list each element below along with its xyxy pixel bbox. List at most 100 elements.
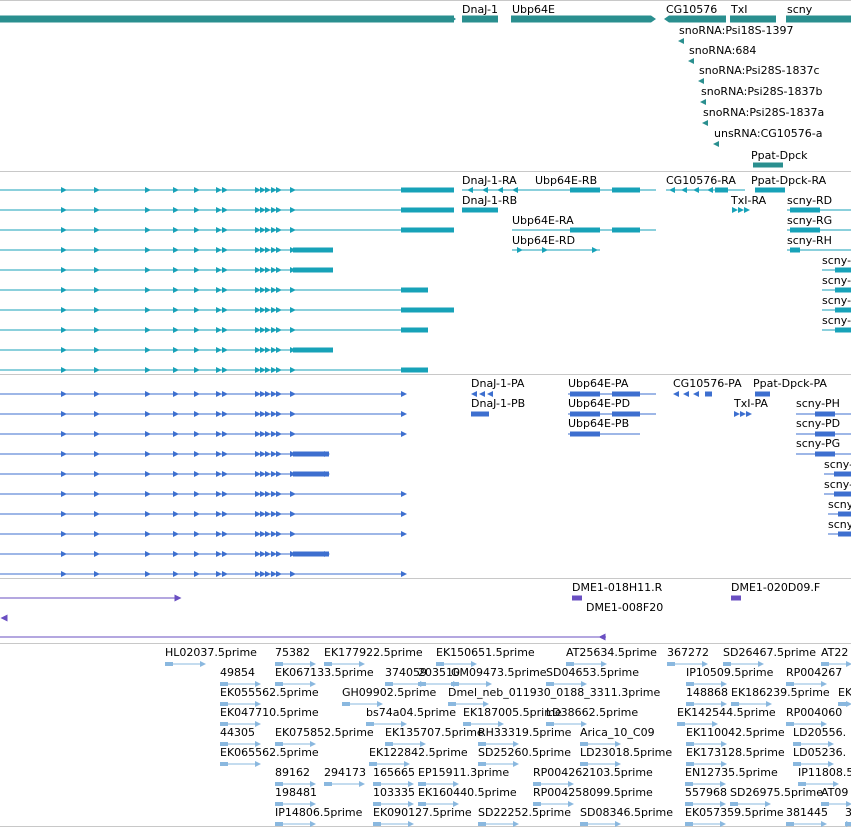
strand-arrow[interactable] [260, 307, 266, 313]
strand-arrow[interactable] [94, 551, 100, 557]
est-block[interactable] [373, 822, 381, 826]
strand-arrow[interactable] [260, 531, 266, 537]
feature-block[interactable] [570, 227, 600, 233]
strand-arrow[interactable] [821, 821, 827, 827]
strand-arrow[interactable] [271, 287, 277, 293]
est-block[interactable] [324, 782, 332, 786]
strand-arrow[interactable] [94, 207, 100, 213]
strand-arrow[interactable] [145, 247, 151, 253]
strand-arrow[interactable] [681, 187, 687, 193]
strand-arrow[interactable] [173, 471, 179, 477]
strand-arrow[interactable] [222, 227, 228, 233]
strand-arrow[interactable] [216, 187, 222, 193]
feature-block[interactable] [838, 531, 851, 537]
strand-arrow[interactable] [276, 347, 282, 353]
strand-arrow[interactable] [216, 367, 222, 373]
strand-arrow[interactable] [260, 227, 266, 233]
strand-arrow[interactable] [174, 594, 182, 602]
strand-arrow[interactable] [194, 511, 200, 517]
feature-block[interactable] [293, 471, 329, 477]
est-block[interactable] [730, 802, 738, 806]
est-block[interactable] [580, 822, 588, 826]
strand-arrow[interactable] [712, 721, 718, 727]
strand-arrow[interactable] [453, 781, 459, 787]
strand-arrow[interactable] [265, 367, 271, 373]
strand-arrow[interactable] [377, 701, 383, 707]
strand-arrow[interactable] [401, 411, 407, 417]
strand-arrow[interactable] [222, 451, 228, 457]
strand-arrow[interactable] [271, 571, 277, 577]
strand-arrow[interactable] [846, 801, 851, 807]
strand-arrow[interactable] [276, 551, 282, 557]
strand-arrow[interactable] [683, 391, 689, 397]
strand-arrow[interactable] [693, 187, 699, 193]
strand-arrow[interactable] [173, 571, 179, 577]
strand-arrow[interactable] [276, 511, 282, 517]
strand-arrow[interactable] [310, 661, 316, 667]
est-block[interactable] [731, 702, 739, 706]
strand-arrow[interactable] [271, 491, 277, 497]
feature-block[interactable] [715, 187, 728, 193]
strand-arrow[interactable] [271, 347, 277, 353]
strand-arrow[interactable] [738, 207, 744, 213]
strand-arrow[interactable] [94, 431, 100, 437]
est-block[interactable] [566, 662, 574, 666]
feature-block[interactable] [835, 287, 851, 293]
strand-arrow[interactable] [94, 451, 100, 457]
strand-arrow[interactable] [145, 471, 151, 477]
strand-arrow[interactable] [145, 511, 151, 517]
strand-arrow[interactable] [276, 287, 282, 293]
strand-arrow[interactable] [94, 227, 100, 233]
strand-arrow[interactable] [310, 801, 316, 807]
strand-arrow[interactable] [420, 741, 426, 747]
feature-block[interactable] [293, 551, 329, 557]
strand-arrow[interactable] [61, 391, 67, 397]
strand-arrow[interactable] [265, 391, 271, 397]
strand-arrow[interactable] [145, 187, 151, 193]
strand-arrow[interactable] [194, 247, 200, 253]
strand-arrow[interactable] [290, 431, 296, 437]
strand-arrow[interactable] [255, 247, 261, 253]
strand-arrow[interactable] [846, 821, 851, 827]
strand-arrow[interactable] [145, 307, 151, 313]
strand-arrow[interactable] [669, 187, 675, 193]
strand-arrow[interactable] [216, 207, 222, 213]
strand-arrow[interactable] [260, 451, 266, 457]
strand-arrow[interactable] [255, 307, 261, 313]
strand-arrow[interactable] [265, 531, 271, 537]
strand-arrow[interactable] [271, 471, 277, 477]
strand-arrow[interactable] [265, 227, 271, 233]
strand-arrow[interactable] [833, 781, 839, 787]
strand-arrow[interactable] [255, 451, 261, 457]
strand-arrow[interactable] [173, 267, 179, 273]
gene-feature[interactable] [786, 15, 851, 23]
strand-arrow[interactable] [401, 511, 407, 517]
est-block[interactable] [478, 742, 486, 746]
strand-arrow[interactable] [290, 531, 296, 537]
strand-arrow[interactable] [61, 287, 67, 293]
strand-arrow[interactable] [145, 207, 151, 213]
strand-arrow[interactable] [276, 267, 282, 273]
strand-arrow[interactable] [255, 207, 261, 213]
strand-arrow[interactable] [173, 287, 179, 293]
strand-arrow[interactable] [265, 247, 271, 253]
strand-arrow[interactable] [359, 781, 365, 787]
strand-arrow[interactable] [145, 551, 151, 557]
strand-arrow[interactable] [194, 227, 200, 233]
strand-arrow[interactable] [61, 571, 67, 577]
strand-arrow[interactable] [265, 287, 271, 293]
strand-arrow[interactable] [601, 661, 607, 667]
feature-block[interactable] [612, 411, 640, 417]
strand-arrow[interactable] [310, 781, 316, 787]
strand-arrow[interactable] [260, 367, 266, 373]
est-block[interactable] [533, 802, 541, 806]
strand-arrow[interactable] [581, 721, 587, 727]
est-block[interactable] [793, 762, 801, 766]
strand-arrow[interactable] [216, 287, 222, 293]
strand-arrow[interactable] [271, 411, 277, 417]
strand-arrow[interactable] [260, 327, 266, 333]
strand-arrow[interactable] [222, 571, 228, 577]
strand-arrow[interactable] [828, 761, 834, 767]
strand-arrow[interactable] [276, 491, 282, 497]
